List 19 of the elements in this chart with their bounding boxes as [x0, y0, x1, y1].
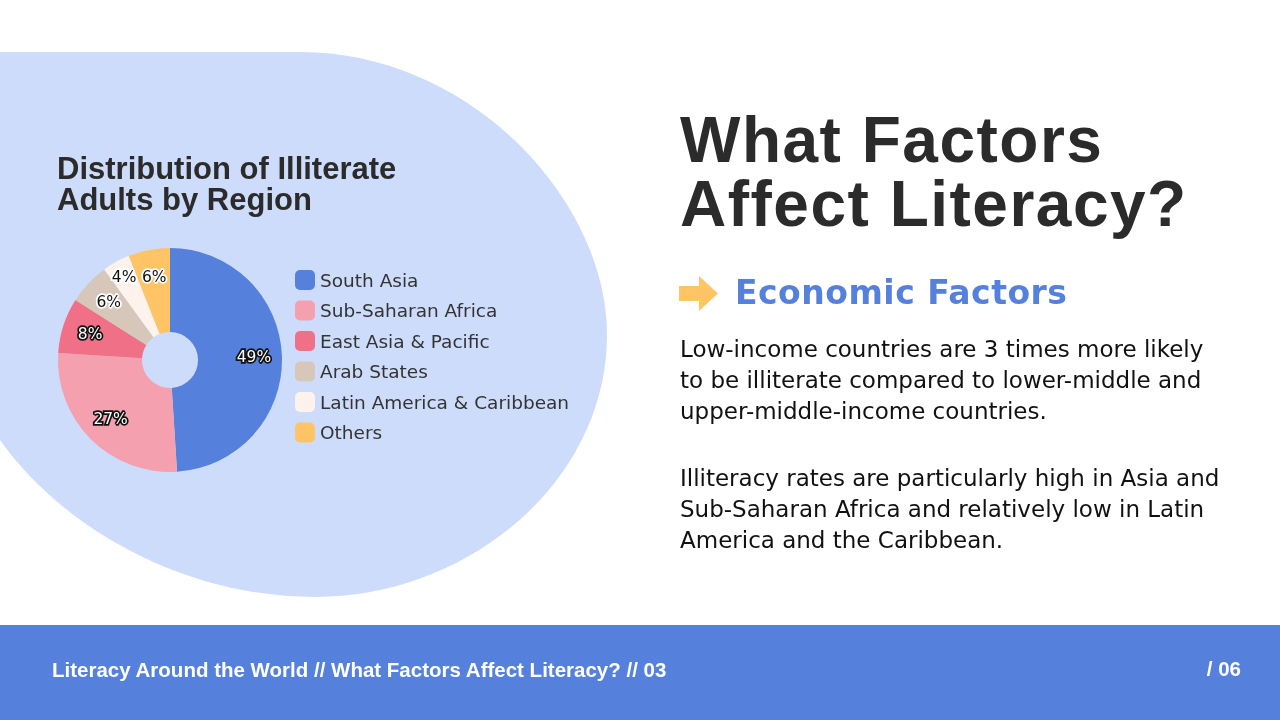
legend-label: Sub-Saharan Africa [320, 300, 498, 321]
text: Economic Factors [735, 273, 1069, 312]
data-label: 8% [77, 325, 103, 344]
legend-label: Others [320, 422, 383, 443]
legend-label: Arab States [320, 361, 428, 382]
text: Literacy Around the World // What Factors Affect Literacy? // 03 [52, 658, 668, 682]
chart-title: Distribution of Illiterate Adults by Region [57, 151, 405, 217]
data-label: 49% [236, 348, 272, 367]
legend-label: East Asia & Pacific [320, 330, 490, 352]
text: Illiteracy rates are particularly high in Asia and Sub-Saharan Africa and relatively low in Latin America and the Caribbean. [680, 464, 1221, 555]
text: Low-income countries are 3 times more likely to be illiterate compared to lower-middle and upper-middle-income countries. [680, 335, 1205, 426]
text: What Factors Affect Literacy? [680, 104, 1189, 240]
legend-label: South Asia [320, 269, 419, 291]
data-label: 6% [141, 268, 167, 287]
text: / 06 [1205, 657, 1241, 681]
data-label: 27% [93, 410, 128, 429]
legend-label: Latin America & Caribbean [320, 391, 570, 413]
data-label: 4% [111, 267, 137, 286]
data-label: 6% [96, 293, 122, 312]
